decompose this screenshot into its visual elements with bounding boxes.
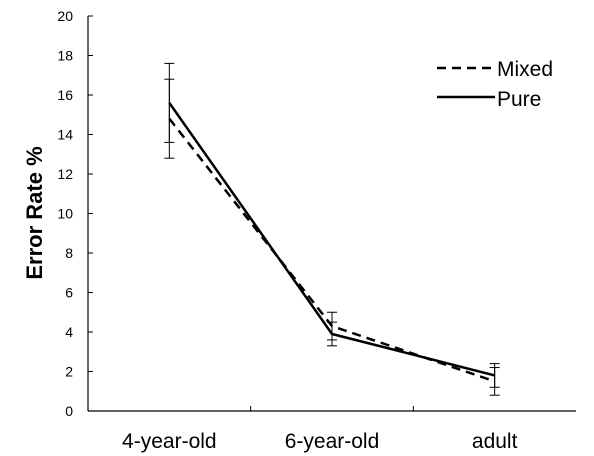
y-tick-label: 8 (65, 245, 73, 261)
y-tick-label: 20 (57, 8, 73, 24)
x-ticks: 4-year-old 6-year-old adult (122, 406, 518, 453)
series-group (164, 62, 500, 396)
y-tick-label: 0 (65, 403, 73, 419)
y-tick-label: 18 (57, 48, 73, 64)
x-category-label: 4-year-old (122, 430, 217, 453)
x-category-label: 6-year-old (285, 430, 380, 453)
y-tick-label: 2 (65, 364, 73, 380)
y-tick-label: 12 (57, 166, 73, 182)
y-tick-label: 4 (65, 324, 73, 340)
error-bar-pure (164, 62, 175, 143)
error-bar-pure (489, 363, 500, 388)
legend-label-pure: Pure (497, 88, 541, 111)
y-tick-label: 16 (57, 87, 73, 103)
y-tick-label: 6 (65, 285, 73, 301)
y-axis-title: Error Rate % (22, 146, 47, 279)
y-tick-label: 14 (57, 127, 73, 143)
y-ticks: 0 2 4 6 8 10 12 14 16 18 20 (57, 8, 93, 419)
y-tick-label: 10 (57, 206, 73, 222)
x-category-label: adult (472, 430, 518, 453)
legend: Mixed Pure (437, 58, 553, 111)
error-bar-pure (327, 321, 337, 347)
legend-label-mixed: Mixed (497, 58, 553, 81)
